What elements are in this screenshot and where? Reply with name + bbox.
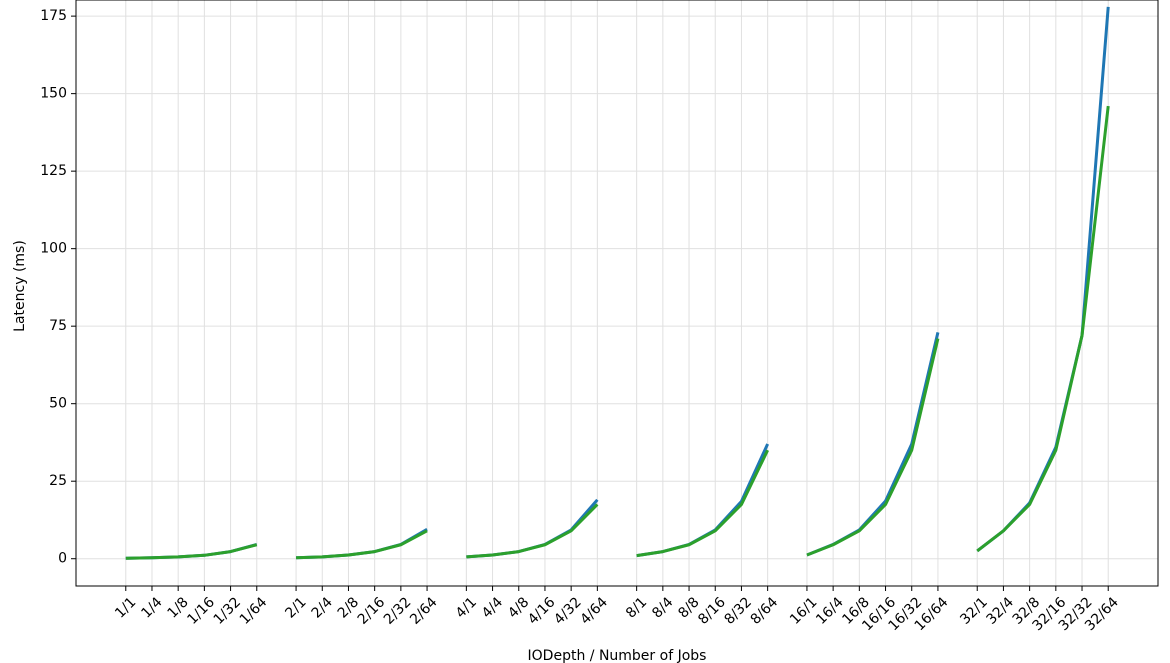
- y-tick-label: 125: [40, 163, 67, 179]
- series-line: [125, 6, 1110, 560]
- x-tick-label: 8/4: [649, 594, 676, 621]
- x-tick-label: 2/32: [381, 594, 415, 628]
- x-tick-label: 4/4: [479, 594, 506, 621]
- y-tick-label: 50: [49, 396, 67, 412]
- y-tick-label: 75: [49, 318, 67, 334]
- y-tick-label: 150: [40, 86, 67, 102]
- x-tick-label: 16/4: [813, 594, 847, 628]
- x-tick-label: 32/4: [983, 594, 1017, 628]
- x-tick-label: 2/16: [355, 594, 389, 628]
- x-tick-label: 4/16: [525, 594, 559, 628]
- x-tick-label: 16/1: [787, 594, 821, 628]
- x-tick-label: 32/1: [957, 594, 991, 628]
- x-tick-label: 1/32: [211, 594, 245, 628]
- x-tick-label: 8/16: [695, 594, 729, 628]
- y-tick-label: 175: [40, 8, 67, 24]
- x-tick-label: 1/1: [112, 594, 139, 621]
- y-tick-label: 100: [40, 241, 67, 257]
- y-tick-label: 25: [49, 473, 67, 489]
- plot-frame: [75, 0, 1159, 587]
- series-line: [125, 105, 1110, 560]
- x-axis-label: IODepth / Number of Jobs: [528, 648, 707, 663]
- x-tick-label: 4/1: [453, 594, 480, 621]
- x-tick-label: 4/32: [551, 594, 585, 628]
- y-tick-label: 0: [58, 551, 67, 567]
- x-tick-label: 8/32: [722, 594, 756, 628]
- x-tick-label: 2/1: [282, 594, 309, 621]
- x-tick-label: 1/4: [138, 594, 165, 621]
- y-axis-label: Latency (ms): [12, 240, 28, 332]
- x-tick-label: 2/4: [309, 594, 336, 621]
- x-tick-label: 2/64: [407, 594, 441, 628]
- x-tick-label: 8/1: [623, 594, 650, 621]
- x-tick-label: 4/64: [577, 594, 611, 628]
- x-tick-label: 1/16: [184, 594, 218, 628]
- x-tick-label: 1/64: [237, 594, 271, 628]
- x-tick-label: 8/64: [748, 594, 782, 628]
